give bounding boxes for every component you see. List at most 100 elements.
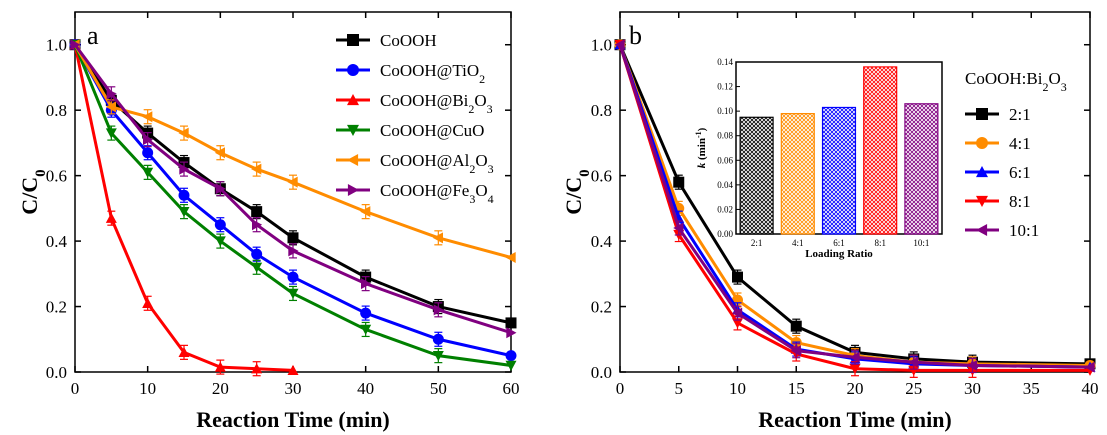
panel-b-series <box>614 39 1096 378</box>
panel-b-legend-marker-0 <box>976 108 988 120</box>
panel-a-point-3 <box>178 206 190 218</box>
panel-a-point-1 <box>178 189 190 201</box>
inset-bar-3 <box>863 66 898 235</box>
panel-a-y-tick-label: 0.6 <box>46 167 67 186</box>
panel-b-point-4 <box>1084 361 1095 373</box>
panel-b-letter: b <box>629 21 642 50</box>
panel-b-point-0 <box>732 271 743 283</box>
inset-bar-chart: 0.00 0.02 0.04 0.06 0.08 0.10 0.12 0.14 2:1 4:1 6:… <box>694 57 943 260</box>
panel-a-point-1 <box>214 219 226 231</box>
panel-a-point-3 <box>142 167 154 178</box>
panel-a-series <box>69 39 517 377</box>
panel-b-x-tick-label: 5 <box>675 379 684 398</box>
panel-b-point-4 <box>732 307 743 319</box>
panel-a-x-tick-label: 0 <box>71 379 80 398</box>
panel-b-legend: 2:1 4:1 6:1 8:1 10:1 <box>965 105 1039 240</box>
panel-a-point-4 <box>505 251 516 263</box>
inset-bar-4 <box>904 103 939 235</box>
panel-b-y-tick-label: 0.4 <box>591 232 613 251</box>
panel-a-point-5 <box>142 134 154 146</box>
panel-b-point-3 <box>849 364 861 375</box>
panel-b-legend-marker-4 <box>976 224 988 236</box>
panel-b-point-0 <box>790 320 802 332</box>
panel-a-legend-marker-3 <box>347 124 359 136</box>
panel-a-y-tick-label: 0.0 <box>46 363 67 382</box>
panel-b-legend-label-4: 10:1 <box>1009 221 1039 240</box>
panel-a-point-5 <box>251 219 263 231</box>
panel-a-point-3 <box>287 288 299 299</box>
panel-a-legend: CoOOH CoOOH@TiO2 CoOOH@Bi2O3 CoOOH@CuO CoOOH… <box>336 31 494 206</box>
panel-a-point-4 <box>432 232 444 244</box>
panel-a-point-1 <box>287 271 299 283</box>
panel-a-x-tick-label: 50 <box>430 379 447 398</box>
inset-x-tick-label: 6:1 <box>833 238 845 248</box>
panel-a-point-3 <box>432 350 444 362</box>
panel-a-point-1 <box>142 147 154 159</box>
panel-a: 0 10 20 30 40 50 60 0.0 0.2 0.4 0.6 0.8 1.0 a Reacti… <box>17 11 520 432</box>
panel-a-point-1 <box>360 307 372 319</box>
panel-b-legend-label-0: 2:1 <box>1009 105 1031 124</box>
panel-a-y-tick-label: 1.0 <box>46 36 67 55</box>
panel-b-y-tick-label: 0.2 <box>591 298 612 317</box>
panel-b-legend-title: CoOOH:Bi2O3 <box>965 69 1067 94</box>
panel-a-point-5 <box>179 163 190 175</box>
panel-a-legend-label-0: CoOOH <box>380 31 437 50</box>
panel-a-point-2 <box>251 363 263 374</box>
panel-b-series-line-0 <box>618 44 1091 366</box>
panel-b-point-4 <box>614 39 625 51</box>
panel-b-ticks: 0 5 10 15 20 25 30 35 40 0.0 0.2 0.4 0.6 0.8 1.0 <box>591 12 1099 398</box>
inset-bar-1 <box>780 112 815 235</box>
panel-a-x-axis-title: Reaction Time (min) <box>196 407 390 432</box>
panel-b-x-tick-label: 0 <box>616 379 625 398</box>
panel-a-x-tick-label: 60 <box>503 379 520 398</box>
inset-y-axis-title: k (min-1) <box>694 127 709 168</box>
panel-b-legend-marker-1 <box>976 137 988 149</box>
panel-b-point-4 <box>790 345 801 357</box>
panel-a-x-tick-label: 30 <box>285 379 302 398</box>
panel-a-point-4 <box>287 176 298 188</box>
panel-b-x-tick-label: 10 <box>729 379 746 398</box>
panel-a-point-4 <box>214 147 226 159</box>
panel-a-legend-label-5: CoOOH@Fe3O4 <box>380 181 494 206</box>
panel-b-x-tick-label: 20 <box>847 379 864 398</box>
panel-a-legend-label-2: CoOOH@Bi2O3 <box>380 91 493 116</box>
panel-a-legend-label-1: CoOOH@TiO2 <box>380 61 485 86</box>
inset-y-tick-label: 0.12 <box>717 82 733 92</box>
panel-a-point-1 <box>432 333 444 345</box>
panel-b-x-tick-label: 15 <box>788 379 805 398</box>
panel-a-x-tick-label: 20 <box>212 379 229 398</box>
panel-b-point-4 <box>967 359 978 371</box>
panel-b-point-4 <box>849 351 860 363</box>
panel-b-x-tick-label: 30 <box>964 379 981 398</box>
panel-a-y-tick-label: 0.8 <box>46 101 67 120</box>
panel-a-point-3 <box>214 236 226 247</box>
panel-a-point-5 <box>288 245 299 257</box>
panel-a-legend-label-4: CoOOH@Al2O3 <box>380 151 494 176</box>
panel-b-x-tick-label: 40 <box>1082 379 1099 398</box>
panel-a-point-0 <box>505 317 517 329</box>
panel-a-point-2 <box>214 361 226 372</box>
panel-a-point-5 <box>70 39 81 51</box>
panel-b-point-4 <box>673 222 684 234</box>
panel-a-point-4 <box>360 206 371 218</box>
panel-b-series-line-4 <box>618 44 1091 369</box>
panel-b-legend-label-3: 8:1 <box>1009 192 1031 211</box>
panel-a-point-0 <box>287 232 299 244</box>
panel-a-point-3 <box>505 360 517 371</box>
panel-a-legend-marker-1 <box>347 64 359 76</box>
panel-a-legend-marker-0 <box>347 34 359 46</box>
panel-a-legend-marker-4 <box>347 154 359 166</box>
panel-b-legend-label-2: 6:1 <box>1009 163 1031 182</box>
inset-x-tick-label: 4:1 <box>792 238 804 248</box>
panel-a-point-4 <box>251 163 262 175</box>
inset-y-tick-label: 0.02 <box>717 204 733 214</box>
panel-a-series-line-1 <box>73 43 512 358</box>
inset-ticks: 0.00 0.02 0.04 0.06 0.08 0.10 0.12 0.14 2:1 4:1 6:… <box>717 57 929 248</box>
panel-b-y-tick-label: 0.8 <box>591 101 612 120</box>
panel-a-x-tick-label: 40 <box>357 379 374 398</box>
panel-a-y-axis-title: C/C0 <box>17 169 49 214</box>
panel-a-point-0 <box>251 206 263 218</box>
panel-b-point-4 <box>908 356 919 368</box>
panel-b-x-tick-label: 35 <box>1023 379 1040 398</box>
